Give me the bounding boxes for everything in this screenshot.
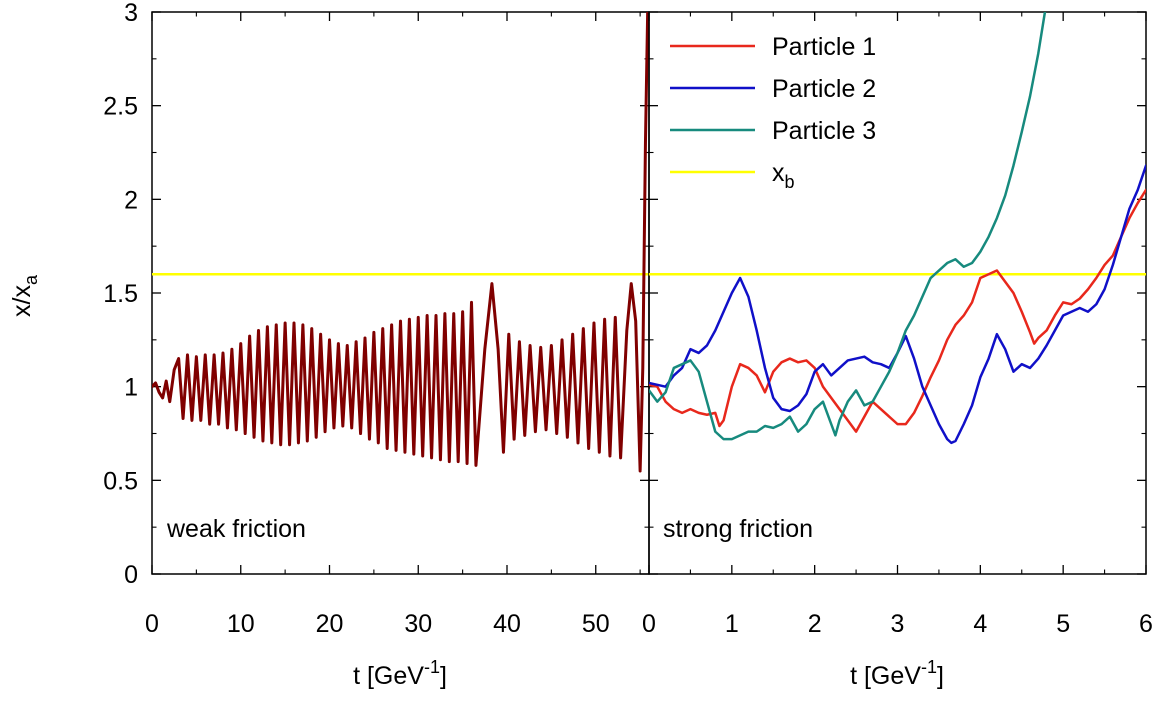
x-tick-label: 40 <box>493 610 521 638</box>
panel-label-strong-friction: strong friction <box>663 515 813 543</box>
legend: Particle 1 Particle 2 Particle 3 xb <box>670 33 876 192</box>
right-plot-frame <box>648 11 1147 575</box>
legend-label-particle-1: Particle 1 <box>772 33 876 61</box>
x-tick-label: 10 <box>227 610 255 638</box>
series-particle-1 <box>649 188 1146 433</box>
x-tick-label: 3 <box>891 610 905 638</box>
x-tick-label: 20 <box>316 610 344 638</box>
x-tick-label: 2 <box>808 610 822 638</box>
x-tick-label: 5 <box>1056 610 1070 638</box>
left-panel: 0 10 20 30 40 50 0 0.5 1 1.5 2 2.5 3 weak friction x… <box>8 0 650 690</box>
x-axis-label-right: t [GeV-1] <box>850 657 944 690</box>
x-tick-label: 6 <box>1139 610 1153 638</box>
x-tick-label: 30 <box>404 610 432 638</box>
y-tick-label: 2 <box>124 186 138 214</box>
x-tick-label: 0 <box>145 610 159 638</box>
legend-label-particle-3: Particle 3 <box>772 117 876 145</box>
x-tick-label: 4 <box>973 610 987 638</box>
right-panel: 0 1 2 3 4 5 6 strong friction t [GeV-1] Partic… <box>642 11 1153 690</box>
y-tick-label: 0 <box>124 561 138 589</box>
series-particle-3 <box>649 12 1047 441</box>
legend-label-particle-2: Particle 2 <box>772 75 876 103</box>
y-tick-label: 2.5 <box>103 93 138 121</box>
y-tick-label: 1.5 <box>103 280 138 308</box>
y-tick-label: 0.5 <box>103 467 138 495</box>
x-axis-label-left: t [GeV-1] <box>353 657 447 690</box>
panel-label-weak-friction: weak friction <box>166 515 306 543</box>
left-plot-frame <box>151 11 650 575</box>
y-tick-label: 3 <box>124 0 138 27</box>
legend-label-xb: xb <box>772 159 795 192</box>
series-line <box>152 12 649 473</box>
right-ticks: 0 1 2 3 4 5 6 <box>642 11 1153 638</box>
x-tick-label: 0 <box>642 610 656 638</box>
x-tick-label: 1 <box>725 610 739 638</box>
y-axis-label: x/xa <box>8 274 41 317</box>
y-tick-label: 1 <box>124 374 138 402</box>
left-ticks: 0 10 20 30 40 50 0 0.5 1 1.5 2 2.5 3 <box>103 0 649 638</box>
x-tick-label: 50 <box>582 610 610 638</box>
